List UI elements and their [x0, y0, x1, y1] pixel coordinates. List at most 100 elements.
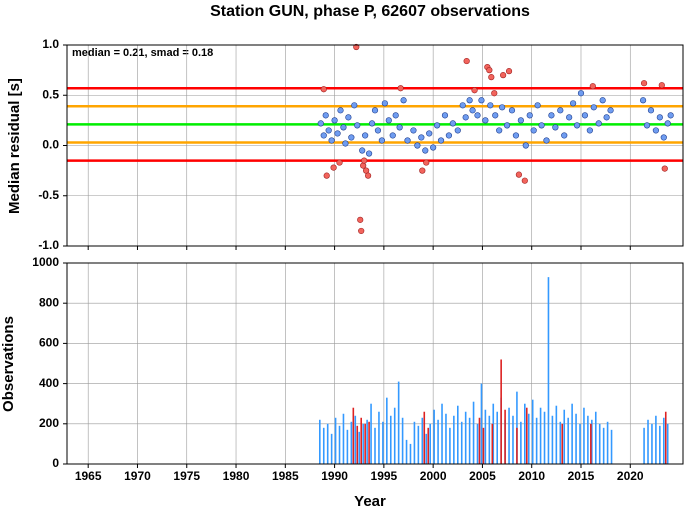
x-tick-label: 2000	[420, 469, 447, 483]
data-point	[590, 104, 597, 111]
data-point	[548, 112, 555, 119]
data-point	[505, 68, 513, 75]
data-point	[323, 172, 330, 179]
data-point	[437, 137, 445, 144]
data-point	[426, 130, 433, 137]
data-point	[342, 140, 349, 147]
data-point	[522, 142, 529, 149]
data-point	[599, 97, 606, 104]
data-point	[491, 90, 498, 97]
x-tick-label: 1970	[124, 469, 151, 483]
data-point	[362, 132, 369, 139]
x-tick-label: 2015	[568, 469, 595, 483]
y-tick-label: 200	[39, 416, 59, 430]
data-point	[397, 85, 404, 92]
data-point	[430, 144, 437, 151]
data-point	[534, 102, 541, 109]
data-point	[508, 107, 516, 114]
data-point	[358, 227, 365, 235]
data-point	[566, 114, 573, 121]
data-point	[573, 122, 581, 129]
data-point	[469, 107, 476, 114]
data-point	[331, 117, 338, 124]
data-point	[487, 102, 494, 109]
data-point	[381, 100, 388, 107]
data-point	[351, 102, 358, 109]
x-axis-label: Year	[354, 493, 386, 510]
data-point	[526, 112, 533, 119]
data-point	[345, 114, 352, 121]
data-point	[661, 165, 668, 172]
data-point	[368, 120, 376, 127]
y-tick-label: 0.0	[42, 138, 59, 152]
data-point	[422, 147, 429, 154]
data-point	[543, 137, 550, 144]
data-point	[552, 124, 559, 131]
data-point	[389, 132, 396, 139]
data-point	[581, 112, 589, 119]
data-point	[357, 216, 364, 223]
data-point	[603, 114, 610, 121]
data-point	[396, 124, 403, 131]
data-point	[499, 104, 506, 111]
data-point	[667, 112, 674, 119]
data-point	[361, 157, 368, 164]
data-point	[570, 100, 577, 107]
data-point	[474, 112, 481, 119]
y-tick-label: 1000	[32, 255, 59, 269]
data-point	[419, 167, 426, 174]
data-point	[521, 177, 528, 184]
data-point	[449, 120, 456, 127]
data-point	[496, 127, 503, 134]
data-point	[445, 132, 453, 139]
data-point	[561, 132, 568, 139]
x-tick-label: 1975	[173, 469, 200, 483]
data-point	[589, 83, 596, 90]
y-tick-label: -1.0	[38, 238, 59, 252]
data-point	[482, 117, 489, 124]
data-point	[354, 122, 361, 129]
y-tick-label: 600	[39, 336, 59, 350]
data-point	[512, 132, 520, 139]
x-tick-label: 1995	[371, 469, 398, 483]
x-tick-label: 1985	[272, 469, 299, 483]
data-point	[639, 97, 647, 104]
data-point	[488, 74, 495, 81]
y-tick-label: 0.5	[42, 87, 59, 101]
data-point	[320, 132, 327, 139]
plot-frame	[66, 262, 684, 465]
data-point	[471, 87, 478, 94]
data-point	[466, 97, 473, 104]
data-point	[647, 107, 655, 114]
data-point	[337, 107, 344, 114]
data-point	[433, 122, 441, 129]
y-tick-label: 0	[52, 456, 59, 470]
chart-title: Station GUN, phase P, 62607 observations	[210, 3, 530, 20]
data-point	[530, 127, 537, 134]
data-point	[595, 120, 602, 127]
data-point	[577, 90, 585, 97]
data-point	[410, 127, 417, 134]
x-tick-label: 2010	[518, 469, 545, 483]
data-point	[353, 43, 360, 51]
y-tick-label: 400	[39, 376, 59, 390]
panel: 1.0 0.5 0.0 -0.5 -1.0	[38, 37, 684, 252]
data-point	[640, 80, 648, 87]
x-tick-label: 1965	[75, 469, 102, 483]
data-point	[478, 97, 485, 104]
data-point	[660, 134, 667, 141]
data-point	[538, 122, 545, 129]
plot-frame	[66, 44, 684, 247]
data-point	[454, 127, 461, 134]
data-point	[340, 124, 347, 131]
data-point	[414, 142, 421, 149]
y-axis-label: Observations	[0, 316, 17, 412]
data-point	[500, 72, 507, 79]
y-axis-label: Median residual [s]	[6, 78, 23, 214]
data-point	[330, 164, 337, 171]
data-point	[348, 134, 355, 141]
data-point	[656, 114, 663, 121]
data-point	[371, 107, 379, 114]
data-point	[365, 150, 373, 157]
data-point	[515, 171, 522, 178]
